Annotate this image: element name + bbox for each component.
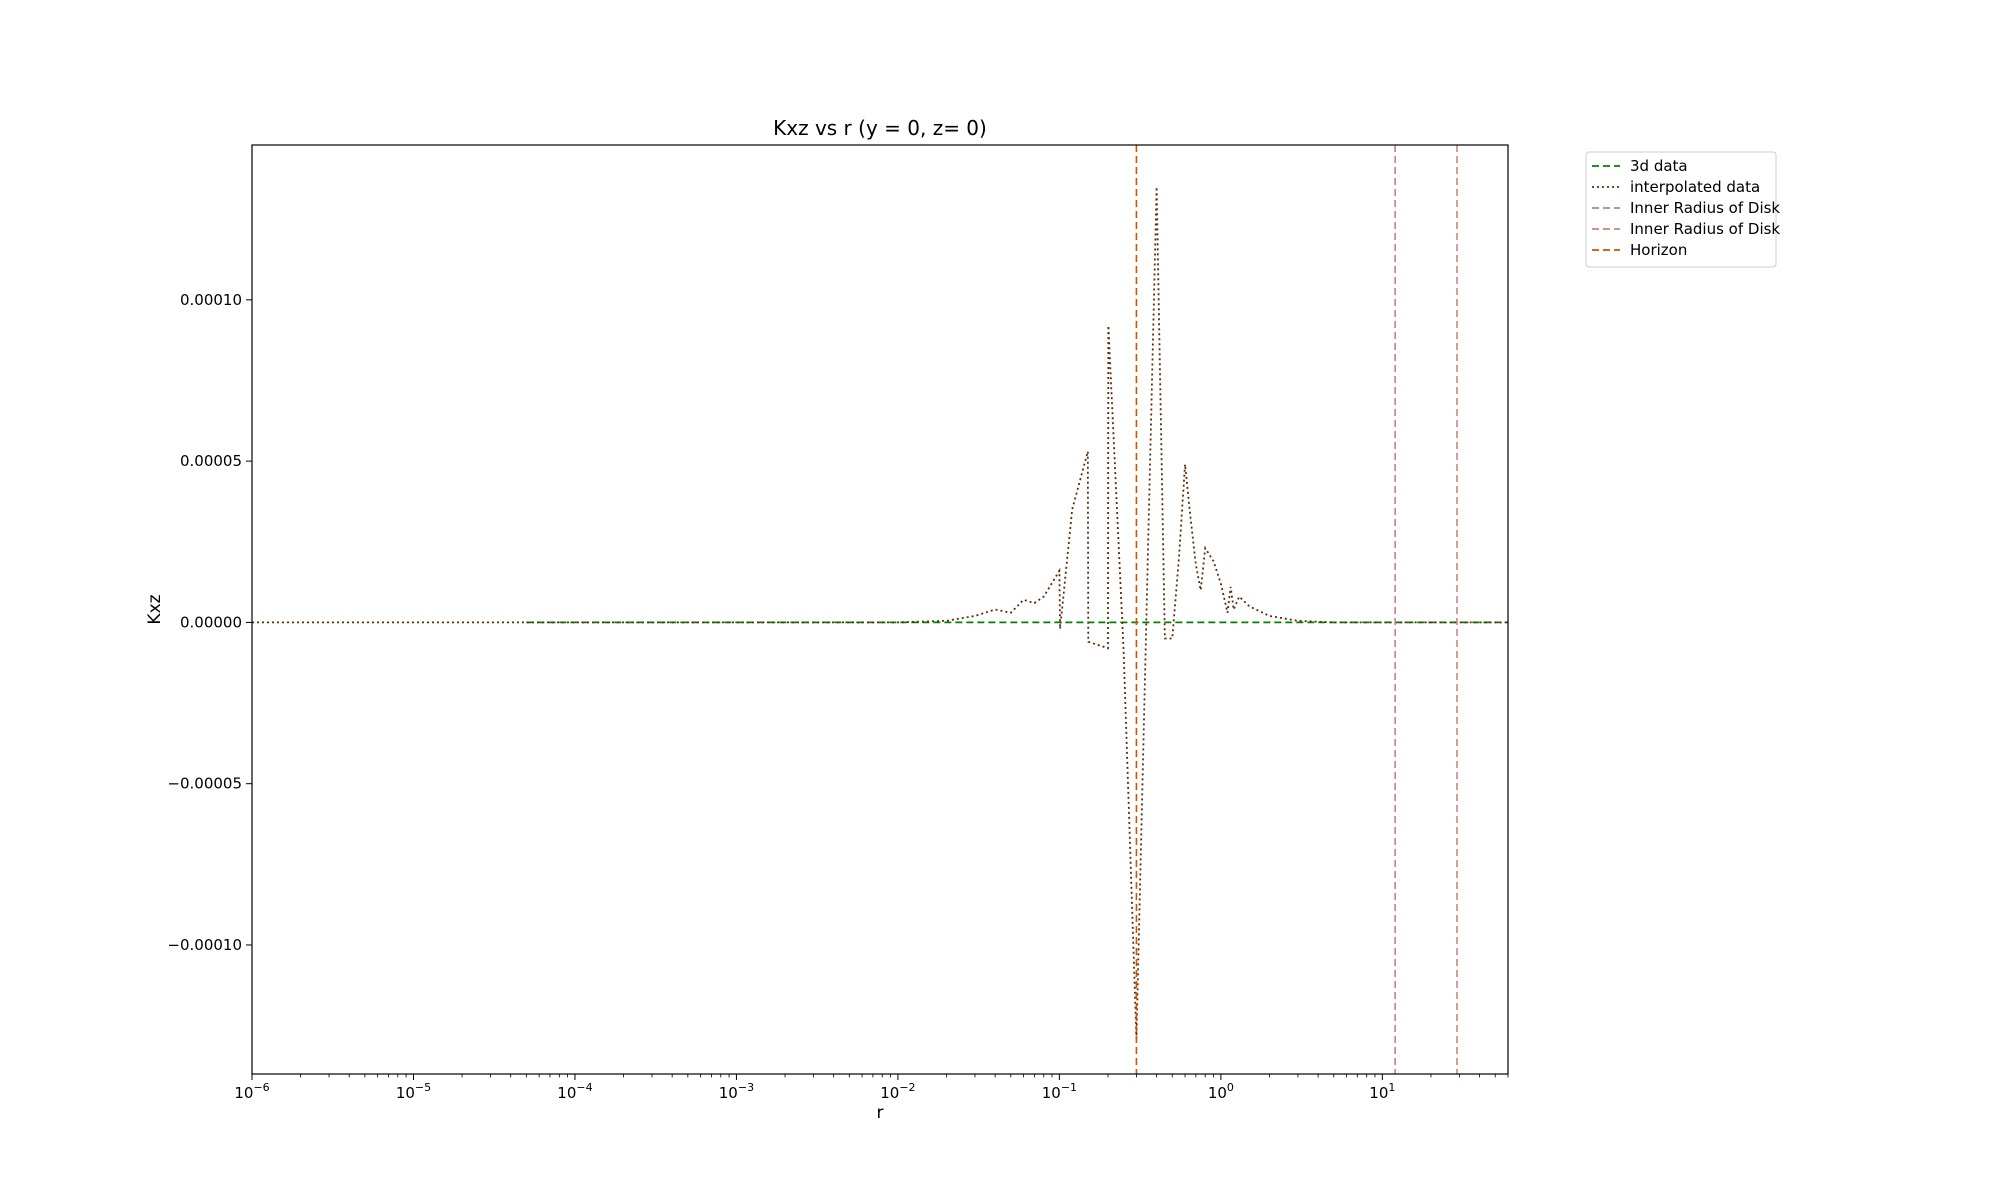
x-tick-label: 10−4 <box>557 1081 592 1102</box>
legend-label: 3d data <box>1630 157 1688 175</box>
legend-label: interpolated data <box>1630 178 1760 196</box>
x-tick-label: 10−5 <box>396 1081 431 1102</box>
x-tick-label: 101 <box>1369 1081 1395 1102</box>
y-tick-label: 0.00010 <box>180 291 242 309</box>
x-tick-label: 10−2 <box>880 1081 915 1102</box>
legend-label: Inner Radius of Disk <box>1630 220 1780 238</box>
x-tick-label: 10−1 <box>1042 1081 1077 1102</box>
y-tick-label: −0.00005 <box>167 775 242 793</box>
x-tick-label: 100 <box>1208 1081 1234 1102</box>
legend: 3d data interpolated data Inner Radius of … <box>1585 151 1780 268</box>
axes-frame <box>251 144 1509 1075</box>
y-axis-label: Kxz <box>145 594 165 624</box>
y-tick-label: 0.00005 <box>180 452 242 470</box>
plot-area: 10−6 10−5 10−4 10−3 10−2 10−1 100 101 0.00010 0.0… <box>167 144 1509 1102</box>
x-tick-label: 10−3 <box>719 1081 754 1102</box>
x-tick-label: 10−6 <box>234 1081 269 1102</box>
legend-label: Horizon <box>1630 241 1687 259</box>
y-tick-label: −0.00010 <box>167 936 242 954</box>
chart-title: Kxz vs r (y = 0, z= 0) <box>773 116 987 140</box>
legend-label: Inner Radius of Disk <box>1630 199 1780 217</box>
legend-box <box>1585 151 1777 268</box>
y-tick-label: 0.00000 <box>180 613 242 631</box>
x-axis-label: r <box>877 1103 884 1123</box>
series-line-interpolated-data-1 <box>252 186 1508 1039</box>
